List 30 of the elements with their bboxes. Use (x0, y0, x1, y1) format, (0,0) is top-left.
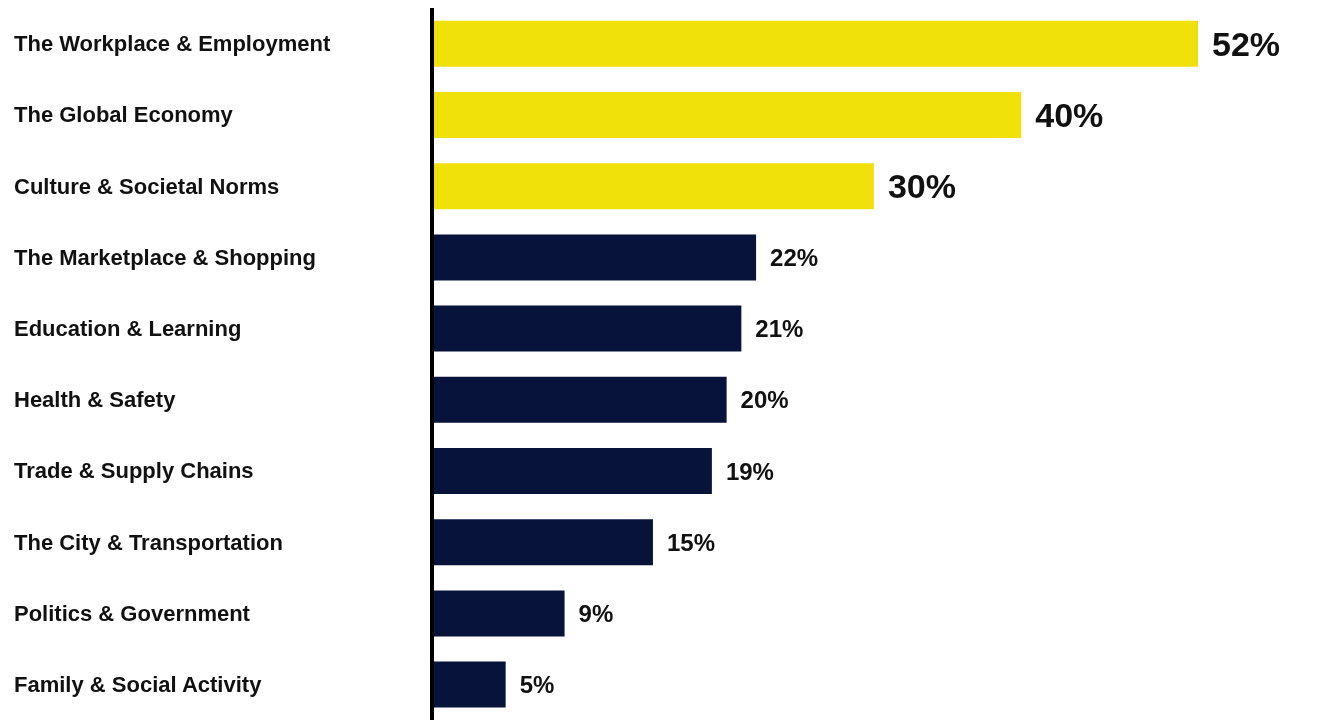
data-label: 9% (578, 599, 614, 627)
data-label: 30% (887, 167, 956, 206)
data-label: 21% (755, 315, 804, 343)
y-tick-label: Education & Learning (14, 315, 242, 341)
data-label: 22% (770, 243, 819, 271)
bar (432, 661, 506, 708)
data-label: 20% (740, 386, 789, 414)
y-tick-label: The Marketplace & Shopping (14, 244, 316, 270)
data-label: 15% (666, 528, 716, 556)
bar (432, 376, 727, 423)
y-tick-label: The Global Economy (14, 102, 234, 128)
bar (432, 92, 1022, 139)
data-label: 5% (519, 671, 555, 699)
data-label: 52% (1212, 24, 1281, 63)
bar (432, 234, 757, 281)
bar (432, 163, 874, 210)
bar (432, 590, 565, 637)
y-tick-label: The City & Transportation (14, 529, 283, 555)
y-tick-label: Culture & Societal Norms (14, 173, 280, 199)
y-tick-label: Politics & Government (14, 600, 251, 626)
bar (432, 20, 1198, 67)
data-label: 19% (725, 457, 774, 485)
y-tick-label: Family & Social Activity (14, 671, 263, 697)
data-label: 40% (1035, 96, 1104, 135)
bar (432, 519, 653, 566)
y-tick-label: Health & Safety (14, 387, 177, 413)
y-tick-label: Trade & Supply Chains (14, 458, 254, 484)
bar (432, 448, 712, 495)
y-tick-label: The Workplace & Employment (14, 31, 331, 57)
bar (432, 305, 742, 352)
